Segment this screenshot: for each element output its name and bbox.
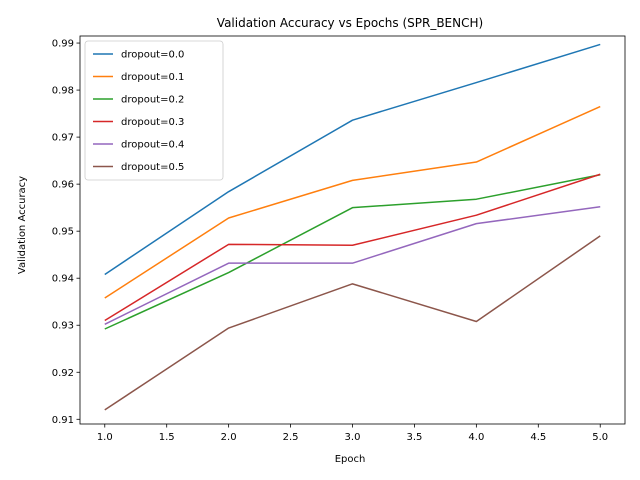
legend-label-0: dropout=0.0	[121, 50, 184, 61]
series-line-4	[104, 205, 601, 325]
x-tick-label: 3.5	[406, 432, 422, 443]
y-tick-label: 0.92	[52, 368, 74, 379]
y-tick-label: 0.97	[52, 133, 74, 144]
y-tick-label: 0.91	[52, 415, 74, 426]
series-line-0	[104, 43, 601, 276]
x-tick-label: 5.0	[592, 432, 608, 443]
series-line-1	[104, 105, 601, 299]
x-tick-label: 2.0	[221, 432, 237, 443]
plot-area: 1.0 1.5 2.0 2.5 3.0 3.5 4.0 4.5 5.0 0.91 0.92 0.93 0…	[52, 35, 626, 443]
legend: dropout=0.0 dropout=0.1 dropout=0.2 dropout…	[84, 40, 224, 181]
y-tick-label: 0.93	[52, 321, 74, 332]
series-line-5	[104, 235, 601, 411]
x-axis-title: Epoch	[335, 454, 366, 465]
x-tick-label: 2.5	[283, 432, 299, 443]
legend-label-3: dropout=0.3	[121, 117, 184, 128]
y-tick-label: 0.94	[52, 274, 74, 285]
x-tick-label: 4.0	[468, 432, 484, 443]
series-line-2	[104, 174, 601, 330]
y-tick-label: 0.98	[52, 86, 74, 97]
legend-box	[84, 40, 224, 181]
chart-title: Validation Accuracy vs Epochs (SPR_BENCH…	[217, 16, 483, 30]
series-line-3	[104, 173, 601, 322]
legend-label-5: dropout=0.5	[121, 162, 184, 173]
legend-label-1: dropout=0.1	[121, 72, 184, 83]
y-tick-label: 0.95	[52, 227, 74, 238]
x-tick-label: 3.0	[345, 432, 361, 443]
y-tick-label: 0.99	[52, 39, 74, 50]
y-tick-label: 0.96	[52, 180, 74, 191]
x-tick-label: 1.5	[159, 432, 175, 443]
x-tick-label: 1.0	[97, 432, 113, 443]
legend-label-2: dropout=0.2	[121, 95, 184, 106]
y-axis-title: Validation Accuracy	[17, 176, 28, 274]
legend-label-4: dropout=0.4	[121, 140, 184, 151]
x-tick-label: 4.5	[530, 432, 546, 443]
